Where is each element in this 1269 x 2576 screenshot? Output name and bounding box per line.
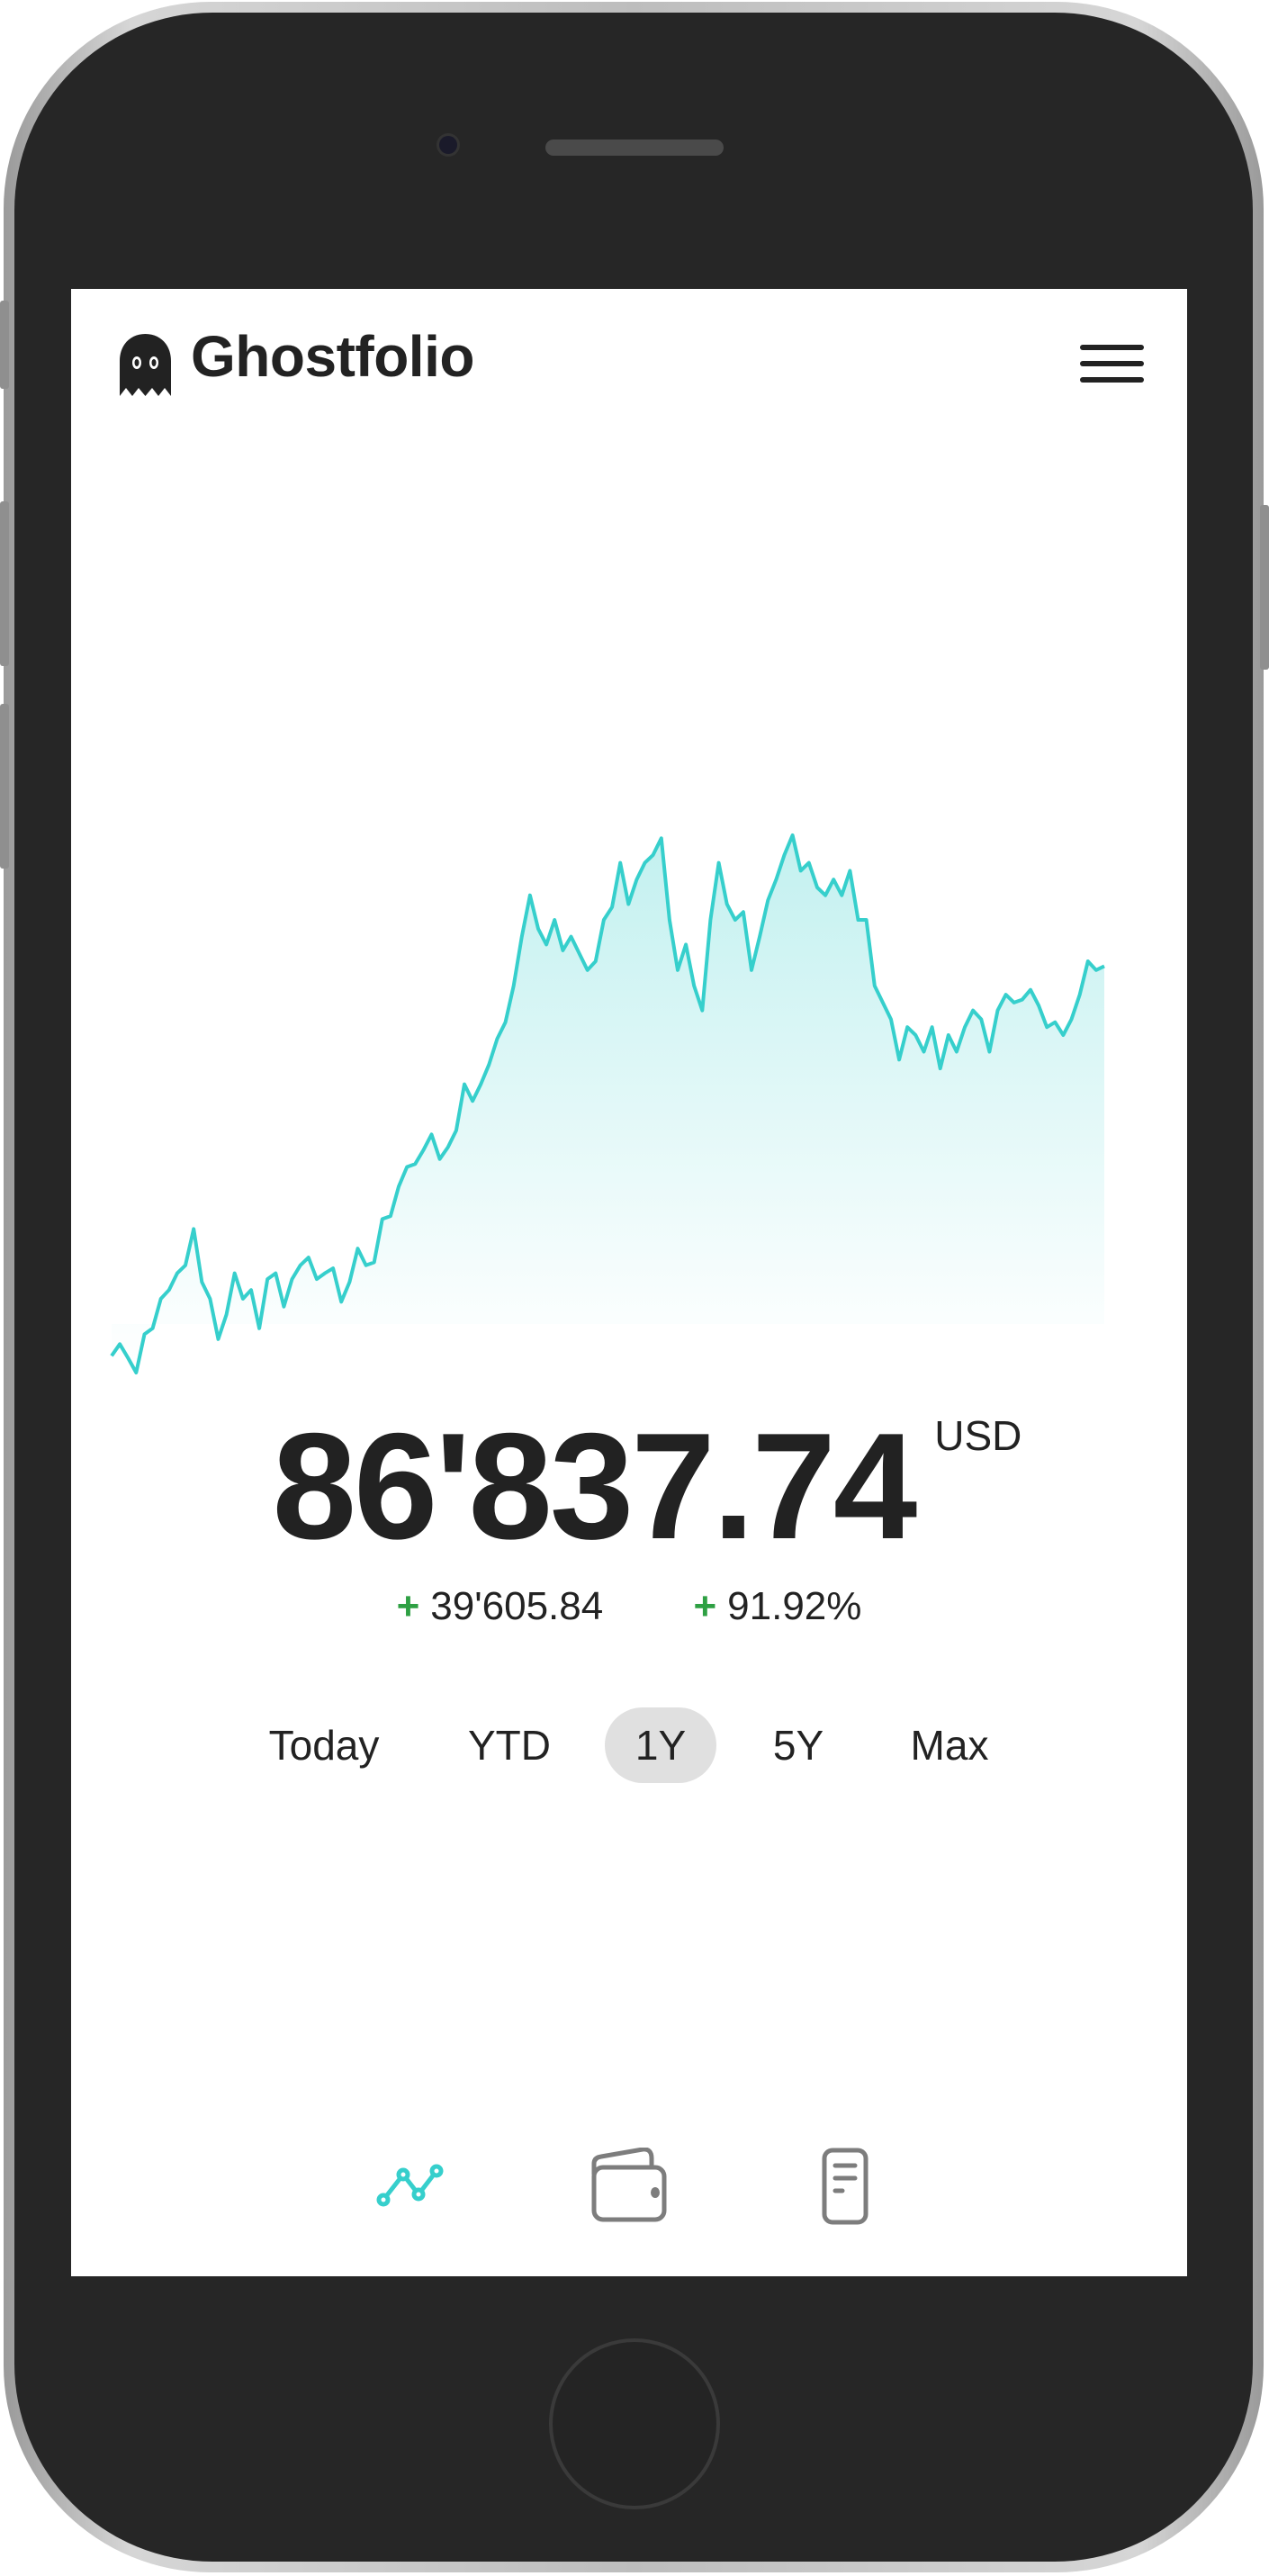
percent-change: +91.92% xyxy=(693,1582,861,1631)
plus-sign: + xyxy=(396,1584,420,1628)
chart-area-fill xyxy=(112,835,1104,1373)
front-camera xyxy=(439,136,457,154)
absolute-change-value: 39'605.84 xyxy=(430,1584,604,1628)
volume-down-button xyxy=(0,704,9,869)
performance-chart xyxy=(110,833,1105,1374)
tab-today[interactable]: Today xyxy=(268,1722,380,1769)
line-chart-icon[interactable] xyxy=(367,2148,457,2229)
wallet-icon[interactable] xyxy=(583,2148,673,2229)
portfolio-value: 86'837.74 xyxy=(272,1401,918,1571)
portfolio-total: 86'837.74 USD xyxy=(71,1405,1187,1567)
tab-ytd[interactable]: YTD xyxy=(468,1722,551,1769)
tab-1y[interactable]: 1Y xyxy=(605,1707,716,1783)
app-title[interactable]: Ghostfolio xyxy=(191,324,474,389)
power-button xyxy=(1260,505,1269,670)
currency-label: USD xyxy=(934,1412,1022,1459)
volume-up-button xyxy=(0,501,9,666)
app-screen: Ghostfolio 86'837.74 USD +39'605.84 +91.… xyxy=(71,289,1187,2276)
chart-series-line xyxy=(110,833,1105,1374)
performance-changes: +39'605.84 +91.92% xyxy=(71,1582,1187,1631)
document-icon[interactable] xyxy=(800,2148,890,2229)
percent-change-value: 91.92% xyxy=(727,1584,862,1628)
ghost-icon[interactable] xyxy=(120,334,171,396)
tab-5y[interactable]: 5Y xyxy=(772,1722,824,1769)
mute-switch xyxy=(0,301,9,389)
tab-max[interactable]: Max xyxy=(910,1722,989,1769)
home-button[interactable] xyxy=(549,2338,720,2509)
plus-sign: + xyxy=(693,1584,717,1628)
earpiece-speaker xyxy=(545,140,724,156)
absolute-change: +39'605.84 xyxy=(397,1582,604,1631)
hamburger-menu-icon[interactable] xyxy=(1080,345,1144,383)
range-selector: Today YTD 1Y 5Y Max xyxy=(71,1707,1187,1783)
